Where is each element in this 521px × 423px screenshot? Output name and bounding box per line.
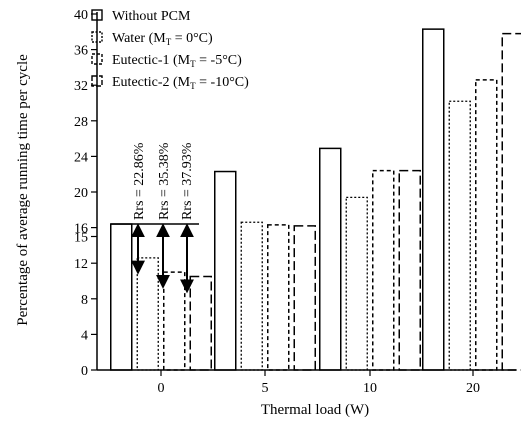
legend-label-4: Eutectic-2 (MT = -10°C) — [112, 75, 249, 91]
bar-4-0 — [189, 275, 212, 371]
bar-4-20 — [501, 32, 521, 371]
rrs-annotations: Rrs = 22.86% Rrs = 35.38% Rrs = 37.93% — [110, 142, 199, 294]
bar-4-10 — [398, 169, 421, 371]
bar-1-5 — [214, 170, 237, 371]
bar-3-20 — [475, 79, 498, 371]
legend-name: Eutectic-2 (M — [112, 75, 191, 90]
legend-name: Without PCM — [112, 9, 191, 24]
bar-1-0 — [110, 223, 133, 371]
rrs-label: Rrs = 37.93% — [180, 142, 195, 220]
bar-2-10 — [345, 196, 368, 371]
legend-subscript: T — [166, 37, 172, 47]
bar-2-0 — [136, 257, 159, 371]
y-tick-label: 8 — [81, 293, 88, 308]
legend-name: Eutectic-1 (M — [112, 53, 191, 68]
legend-suffix: = -10°C) — [196, 75, 249, 90]
y-tick-label: 4 — [81, 328, 88, 343]
y-tick-label: 36 — [74, 44, 88, 59]
legend-label-3: Eutectic-1 (MT = -5°C) — [112, 53, 242, 69]
bar-3-5 — [267, 224, 290, 371]
x-tick-label: 0 — [158, 381, 165, 396]
legend-swatch-1 — [91, 9, 103, 21]
bar-2-5 — [240, 221, 263, 371]
y-tick-label: 16 — [74, 222, 88, 237]
bar-1-10 — [319, 147, 342, 371]
x-tick-label: 10 — [363, 381, 377, 396]
legend-subscript: T — [190, 59, 196, 69]
y-tick-label: 28 — [74, 115, 88, 130]
legend-swatch-2 — [91, 31, 103, 43]
y-tick-label: 20 — [74, 186, 88, 201]
x-tick-label: 20 — [466, 381, 480, 396]
bar-4-5 — [293, 225, 316, 371]
rrs-label: Rrs = 22.86% — [132, 142, 147, 220]
bar-2-20 — [448, 100, 471, 371]
bar-1-20 — [422, 28, 445, 371]
y-tick-label: 40 — [74, 8, 88, 23]
y-axis-title: Percentage of average running time per c… — [15, 54, 31, 326]
legend-name: Water (M — [112, 31, 166, 46]
y-tick-label: 32 — [74, 79, 88, 94]
legend-subscript: T — [190, 81, 196, 91]
legend-label-2: Water (MT = 0°C) — [112, 31, 213, 47]
y-tick-label: 24 — [74, 150, 88, 165]
x-axis-title: Thermal load (W) — [261, 402, 369, 418]
y-tick-label: 0 — [81, 364, 88, 379]
y-tick-label: 15 — [74, 231, 88, 246]
legend-swatch-4 — [91, 75, 103, 87]
legend-swatch-3 — [91, 53, 103, 65]
legend-suffix: = -5°C) — [196, 53, 242, 68]
x-tick-label: 5 — [262, 381, 269, 396]
legend-label-1: Without PCM — [112, 9, 191, 24]
bar-3-10 — [372, 169, 395, 371]
rrs-label: Rrs = 35.38% — [157, 142, 172, 220]
bar-3-0 — [163, 271, 186, 371]
legend-suffix: = 0°C) — [171, 31, 213, 46]
y-tick-label: 12 — [74, 257, 88, 272]
